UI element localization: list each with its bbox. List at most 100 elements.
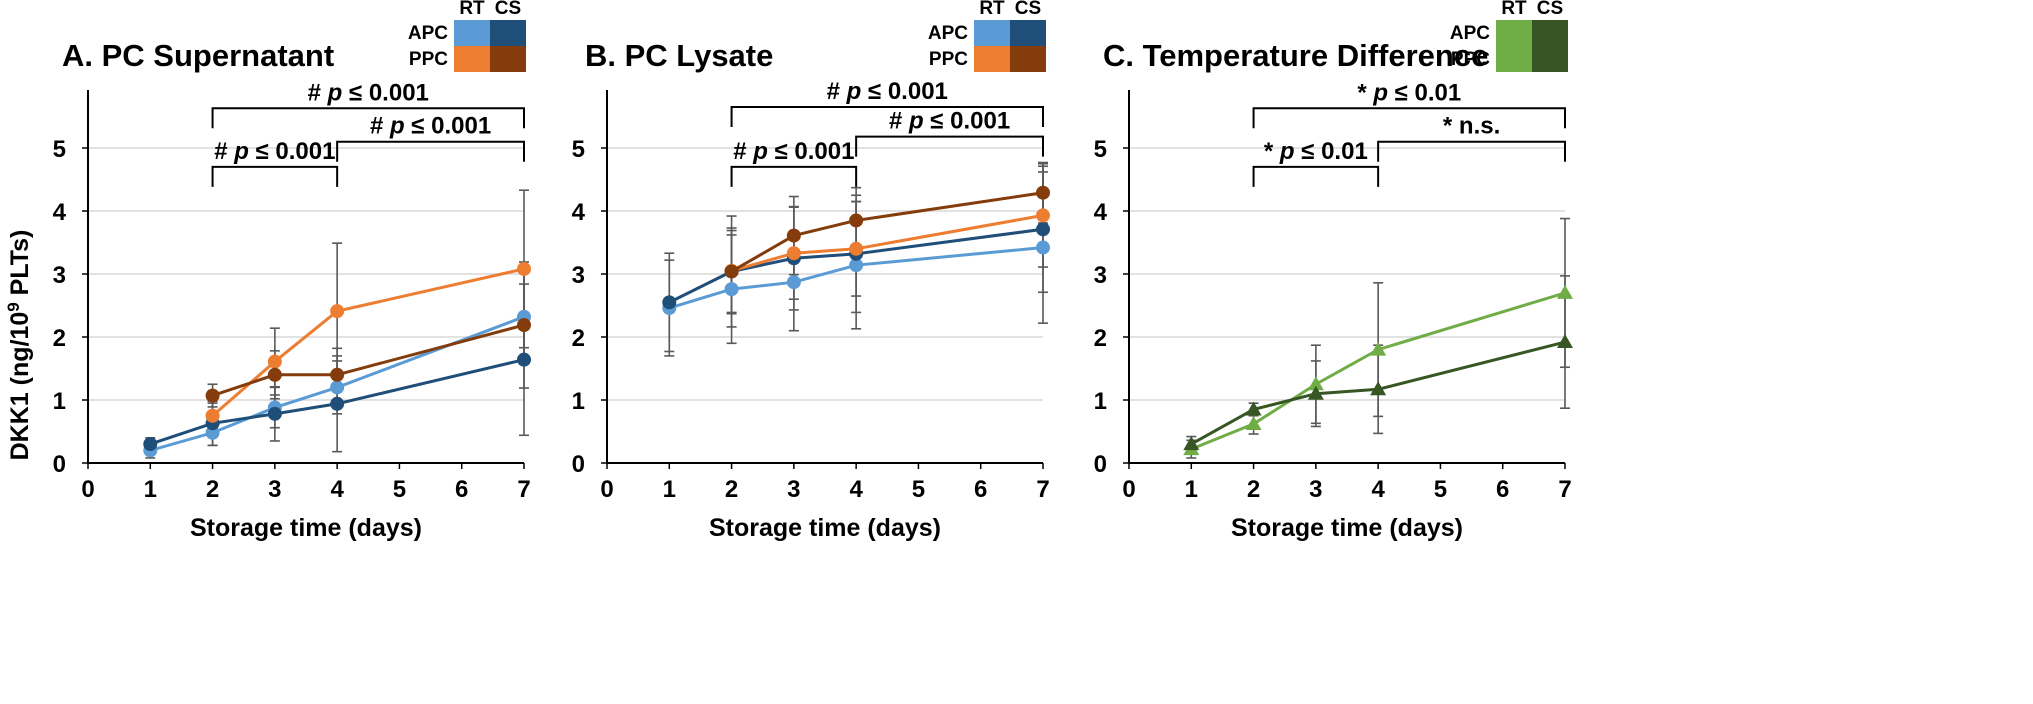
x-tick-label: 4 xyxy=(1371,476,1385,503)
legend-swatch xyxy=(490,46,526,72)
data-point xyxy=(849,241,864,256)
x-tick-label: 5 xyxy=(1434,476,1447,503)
significance-label: # p ≤ 0.001 xyxy=(308,79,429,106)
panel-title: C. Temperature Difference xyxy=(1103,38,1488,73)
legend-col-header: RT xyxy=(459,0,485,19)
x-tick-label: 4 xyxy=(330,476,344,503)
data-point xyxy=(786,246,801,261)
legend-col-header: RT xyxy=(979,0,1005,19)
series-line xyxy=(211,267,525,417)
legend-swatch xyxy=(1496,46,1532,72)
data-point xyxy=(330,396,345,411)
x-tick-label: 1 xyxy=(1185,476,1198,503)
chart-panels: A. PC Supernatant 0 1 2 3 4 5 0 1 2 3 4 5 6 7 Storage t… xyxy=(53,0,1573,542)
legend-row-header: APC xyxy=(928,23,968,44)
x-tick-label: 3 xyxy=(1309,476,1322,503)
legend-swatch xyxy=(974,20,1010,46)
significance-bracket xyxy=(211,165,339,187)
y-tick-label: 2 xyxy=(53,325,66,352)
x-tick-label: 6 xyxy=(455,476,468,503)
x-tick-label: 1 xyxy=(144,476,157,503)
x-tick-label: 0 xyxy=(1122,476,1135,503)
y-tick-label: 1 xyxy=(53,388,66,415)
x-tick-label: 7 xyxy=(517,476,530,503)
significance-label: # p ≤ 0.001 xyxy=(214,138,335,165)
significance-bracket xyxy=(730,106,1044,128)
data-point xyxy=(517,261,531,276)
data-point xyxy=(1036,222,1050,237)
significance-label: * n.s. xyxy=(1443,113,1500,140)
legend-col-header: RT xyxy=(1501,0,1527,19)
data-point xyxy=(330,367,345,382)
significance-bracket xyxy=(1377,140,1566,162)
panel-title: A. PC Supernatant xyxy=(62,38,334,73)
data-point xyxy=(267,367,282,382)
y-tick-label: 1 xyxy=(1094,388,1107,415)
legend: RT CS APC PPC xyxy=(1450,0,1568,72)
x-tick-label: 0 xyxy=(81,476,94,503)
data-point xyxy=(1036,185,1050,200)
y-tick-label: 4 xyxy=(572,199,586,226)
data-point xyxy=(786,275,801,290)
significance-label: # p ≤ 0.001 xyxy=(889,108,1010,135)
x-tick-label: 3 xyxy=(268,476,281,503)
data-point xyxy=(267,406,282,421)
data-point xyxy=(1307,376,1324,391)
data-point xyxy=(1307,385,1324,400)
legend: RT CS APC PPC xyxy=(928,0,1046,72)
series-line xyxy=(212,323,525,398)
legend-swatch xyxy=(974,46,1010,72)
legend-swatch xyxy=(490,20,526,46)
data-point xyxy=(267,354,282,369)
legend-swatch xyxy=(1532,20,1568,46)
significance-bracket xyxy=(211,107,525,129)
panel-2: B. PC Lysate 0 1 2 3 4 5 0 1 2 3 4 5 6 7 Storage time (… xyxy=(572,0,1050,542)
legend-row-header: PPC xyxy=(929,49,968,70)
x-tick-label: 0 xyxy=(600,476,613,503)
x-tick-label: 5 xyxy=(393,476,406,503)
y-tick-label: 3 xyxy=(1094,262,1107,289)
data-point xyxy=(205,408,220,423)
series-line xyxy=(730,191,1044,273)
legend-row-header: PPC xyxy=(1451,49,1490,70)
data-point xyxy=(662,295,677,310)
x-tick-label: 4 xyxy=(849,476,863,503)
y-tick-label: 0 xyxy=(1094,451,1107,478)
data-point xyxy=(849,258,864,273)
legend-swatch xyxy=(454,20,490,46)
y-tick-label: 2 xyxy=(572,325,585,352)
y-tick-label: 5 xyxy=(53,136,66,163)
data-point xyxy=(1036,208,1050,223)
x-tick-label: 7 xyxy=(1036,476,1049,503)
data-point xyxy=(1245,401,1262,416)
y-tick-label: 5 xyxy=(572,136,585,163)
data-point xyxy=(1036,240,1050,255)
data-point xyxy=(786,228,801,243)
x-tick-label: 6 xyxy=(1496,476,1509,503)
data-point xyxy=(517,318,531,333)
legend-col-header: CS xyxy=(1015,0,1041,19)
y-tick-label: 2 xyxy=(1094,325,1107,352)
y-tick-label: 3 xyxy=(53,262,66,289)
significance-label: # p ≤ 0.001 xyxy=(827,78,948,105)
legend: RT CS APC PPC xyxy=(408,0,526,72)
legend-row-header: PPC xyxy=(409,49,448,70)
significance-bracket xyxy=(336,140,525,162)
y-tick-label: 0 xyxy=(53,451,66,478)
x-tick-label: 2 xyxy=(206,476,219,503)
legend-col-header: CS xyxy=(495,0,521,19)
data-point xyxy=(724,264,739,279)
y-tick-label: 3 xyxy=(572,262,585,289)
legend-swatch xyxy=(1532,46,1568,72)
panel-title: B. PC Lysate xyxy=(585,38,773,73)
significance-label: * p ≤ 0.01 xyxy=(1357,79,1461,106)
legend-col-header: CS xyxy=(1537,0,1563,19)
significance-bracket xyxy=(1252,165,1380,187)
x-axis-label: Storage time (days) xyxy=(190,514,422,542)
significance-bracket xyxy=(1252,107,1566,129)
data-point xyxy=(1183,436,1200,451)
y-tick-label: 0 xyxy=(572,451,585,478)
data-point xyxy=(1557,284,1573,299)
x-axis-label: Storage time (days) xyxy=(709,514,941,542)
